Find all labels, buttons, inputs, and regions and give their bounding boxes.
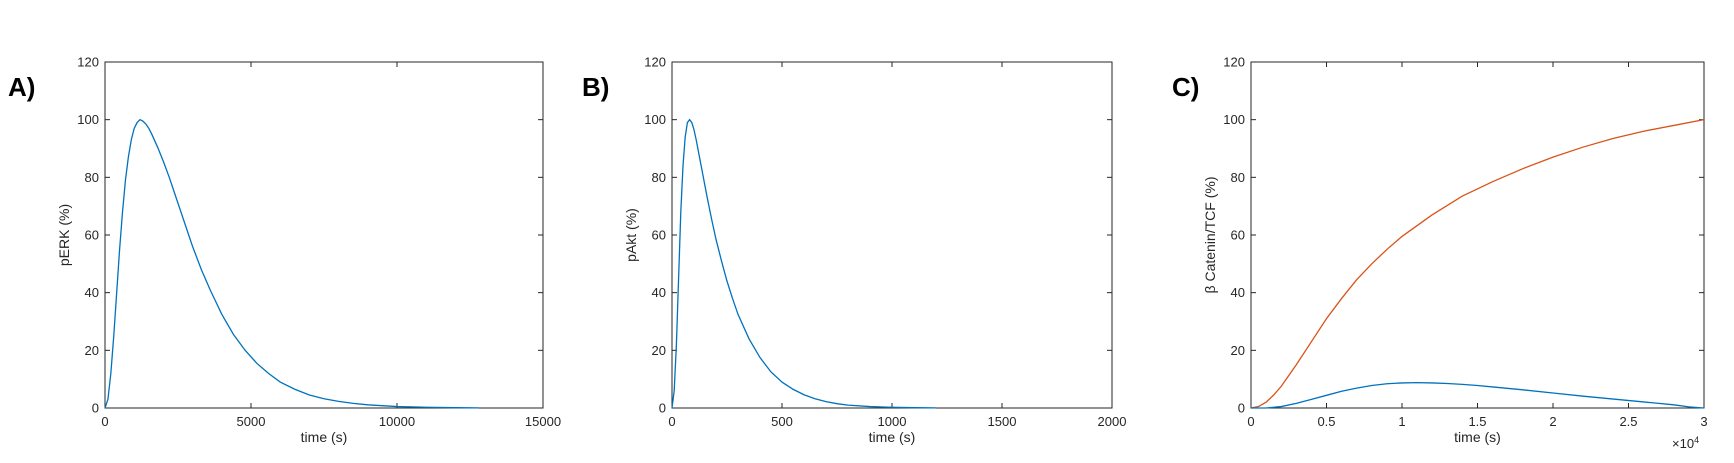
plot-frame — [1250, 61, 1705, 409]
x-tick-label: 1 — [1398, 414, 1405, 429]
y-tick-label: 80 — [652, 170, 666, 185]
x-tick-label: 0 — [668, 414, 675, 429]
panel-letter: C) — [1172, 72, 1199, 102]
y-tick-label: 40 — [85, 285, 99, 300]
plot-frame — [104, 61, 544, 409]
x-axis-label: time (s) — [301, 429, 348, 445]
x-tick-label: 3 — [1700, 414, 1707, 429]
y-tick-label: 100 — [644, 112, 666, 127]
y-tick-label: 80 — [85, 170, 99, 185]
y-axis-label: β Catenin/TCF (%) — [1202, 177, 1218, 294]
series-line-1 — [671, 118, 937, 409]
y-tick-label: 20 — [652, 343, 666, 358]
x-tick-label: 2.5 — [1619, 414, 1637, 429]
x-tick-label: 10000 — [379, 414, 415, 429]
y-tick-label: 100 — [1223, 112, 1245, 127]
y-axis-label: pAkt (%) — [623, 208, 639, 262]
x-tick-label: 0 — [101, 414, 108, 429]
x-axis-label: time (s) — [869, 429, 916, 445]
y-tick-label: 0 — [1238, 401, 1245, 416]
x-axis-label: time (s) — [1454, 429, 1501, 445]
y-tick-label: 80 — [1231, 170, 1245, 185]
x-tick-label: 1500 — [988, 414, 1017, 429]
chart-panel-3: C) 0 0.5 1 1.5 2 2.5 3 0 20 40 60 80 100 120 time (s) β … — [1172, 55, 1708, 452]
y-tick-label: 40 — [652, 285, 666, 300]
y-tick-label: 60 — [652, 228, 666, 243]
chart-panel-2: B) 0 500 1000 1500 2000 0 20 40 60 80 100 120 time (s… — [582, 55, 1126, 446]
series-line-1 — [104, 118, 479, 409]
chart-panel-1: A) 0 5000 10000 15000 0 20 40 60 80 100 120 time (s)… — [8, 55, 561, 446]
x-tick-label: 15000 — [525, 414, 561, 429]
plot-frame — [671, 61, 1113, 409]
y-tick-label: 100 — [77, 112, 99, 127]
y-tick-label: 0 — [92, 401, 99, 416]
x-tick-label: 2000 — [1098, 414, 1127, 429]
panel-letter: A) — [8, 72, 35, 102]
panel-letter: B) — [582, 72, 609, 102]
y-tick-label: 120 — [1223, 55, 1245, 70]
x-tick-label: 5000 — [237, 414, 266, 429]
y-tick-label: 120 — [644, 55, 666, 70]
y-tick-label: 20 — [1231, 343, 1245, 358]
x-tick-label: 0 — [1247, 414, 1254, 429]
y-tick-label: 40 — [1231, 285, 1245, 300]
y-tick-label: 0 — [659, 401, 666, 416]
y-tick-label: 60 — [85, 228, 99, 243]
series-line-1 — [1250, 119, 1705, 409]
x-tick-label: 2 — [1549, 414, 1556, 429]
x-tick-label: 500 — [771, 414, 793, 429]
x-axis-multiplier: ×104 — [1672, 435, 1699, 451]
x-tick-label: 1.5 — [1468, 414, 1486, 429]
y-tick-label: 60 — [1231, 228, 1245, 243]
x-tick-label: 0.5 — [1317, 414, 1335, 429]
y-axis-label: pERK (%) — [56, 204, 72, 266]
series-line-2 — [1251, 381, 1705, 409]
x-tick-label: 1000 — [878, 414, 907, 429]
y-tick-label: 20 — [85, 343, 99, 358]
y-tick-label: 120 — [77, 55, 99, 70]
